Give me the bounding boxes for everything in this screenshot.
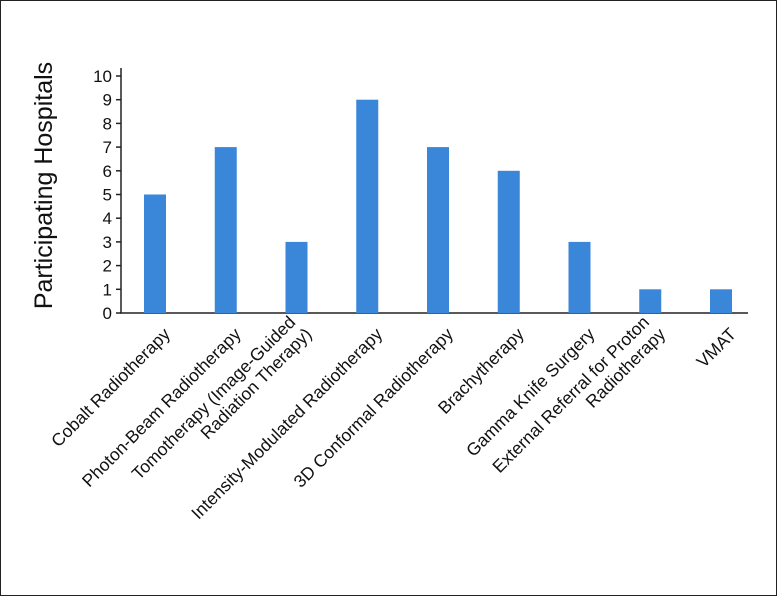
y-tick-label: 6 <box>103 162 112 181</box>
y-tick-label: 8 <box>103 114 112 133</box>
x-category-label-line: VMAT <box>692 324 740 372</box>
bar <box>427 147 449 313</box>
bar <box>356 99 379 313</box>
y-tick-label: 5 <box>103 186 112 205</box>
x-category-label: VMAT <box>692 324 740 372</box>
x-category-label: Cobalt Radiotherapy <box>47 324 174 451</box>
bar <box>497 170 520 313</box>
y-tick-label: 7 <box>103 138 112 157</box>
y-ticks: 0 1 2 3 4 5 6 7 8 9 10 <box>93 67 121 323</box>
bar <box>639 289 662 313</box>
y-tick-label: 0 <box>103 304 112 323</box>
bar <box>710 289 732 313</box>
y-tick-label: 2 <box>103 257 112 276</box>
y-tick-label: 9 <box>103 91 112 110</box>
x-category-label-line: Cobalt Radiotherapy <box>47 324 174 451</box>
y-tick-label: 1 <box>103 280 112 299</box>
bar <box>214 147 237 313</box>
bar <box>144 194 166 313</box>
y-tick-label: 3 <box>103 233 112 252</box>
y-axis-title: Participating Hospitals <box>30 62 58 309</box>
bar <box>568 241 591 313</box>
y-tick-label: 4 <box>103 209 112 228</box>
bar <box>285 241 308 313</box>
bars <box>144 99 732 313</box>
y-tick-label: 10 <box>93 67 112 86</box>
